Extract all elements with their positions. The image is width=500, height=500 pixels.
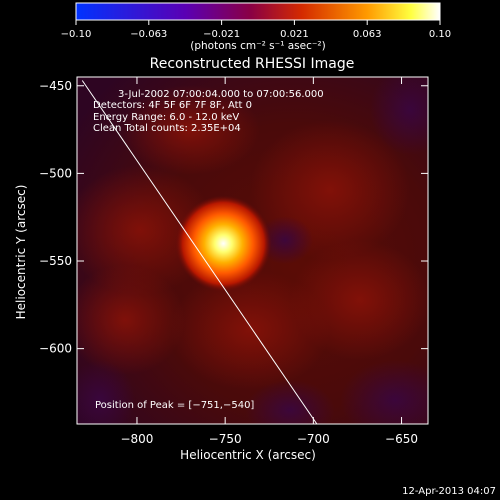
colorbar-tick-label: 0.021 <box>280 29 309 40</box>
y-tick-label: −550 <box>39 254 72 268</box>
colorbar-unit-label: (photons cm⁻² s⁻¹ asec⁻²) <box>190 40 325 52</box>
y-tick-label: −450 <box>39 79 72 93</box>
colorbar-tick-label: −0.10 <box>61 29 92 40</box>
x-tick-label: −700 <box>297 432 330 446</box>
annotation-peak-position: Position of Peak = [−751,−540] <box>95 400 254 411</box>
y-axis: −450 −500 −550 −600 <box>39 79 428 356</box>
y-tick-label: −600 <box>39 342 72 356</box>
x-tick-label: −650 <box>385 432 418 446</box>
annotations: 3-Jul-2002 07:00:04.000 to 07:00:56.000 … <box>93 89 324 411</box>
colorbar-tick-label: 0.063 <box>353 29 382 40</box>
colorbar-gradient <box>75 2 441 21</box>
x-axis: −800 −750 −700 −650 <box>120 77 418 446</box>
colorbar: −0.10 −0.063 −0.021 0.021 0.063 0.10 (photons… <box>61 2 451 52</box>
x-tick-label: −750 <box>209 432 242 446</box>
y-axis-label: Heliocentric Y (arcsec) <box>14 185 28 320</box>
date-stamp: 12-Apr-2013 04:07 <box>402 486 496 497</box>
plot-frame <box>76 76 429 425</box>
colorbar-tick-labels: −0.10 −0.063 −0.021 0.021 0.063 0.10 <box>61 29 451 40</box>
chart-title: Reconstructed RHESSI Image <box>150 56 355 72</box>
colorbar-tick-label: −0.021 <box>203 29 240 40</box>
annotation-clean: Clean Total counts: 2.35E+04 <box>93 123 241 134</box>
colorbar-tick-label: −0.063 <box>130 29 167 40</box>
background-structure <box>77 77 428 424</box>
colorbar-tick-label: 0.10 <box>429 29 451 40</box>
x-tick-label: −800 <box>120 432 153 446</box>
annotation-energy: Energy Range: 6.0 - 12.0 keV <box>93 112 239 123</box>
colorbar-ticks <box>75 20 441 25</box>
solar-limb-line <box>81 80 318 424</box>
image-area <box>77 77 428 424</box>
annotation-time: 3-Jul-2002 07:00:04.000 to 07:00:56.000 <box>118 89 324 100</box>
peak-source <box>175 195 272 292</box>
y-tick-label: −500 <box>39 166 72 180</box>
annotation-detectors: Detectors: 4F 5F 6F 7F 8F, Att 0 <box>93 100 252 111</box>
x-axis-label: Heliocentric X (arcsec) <box>180 448 316 462</box>
